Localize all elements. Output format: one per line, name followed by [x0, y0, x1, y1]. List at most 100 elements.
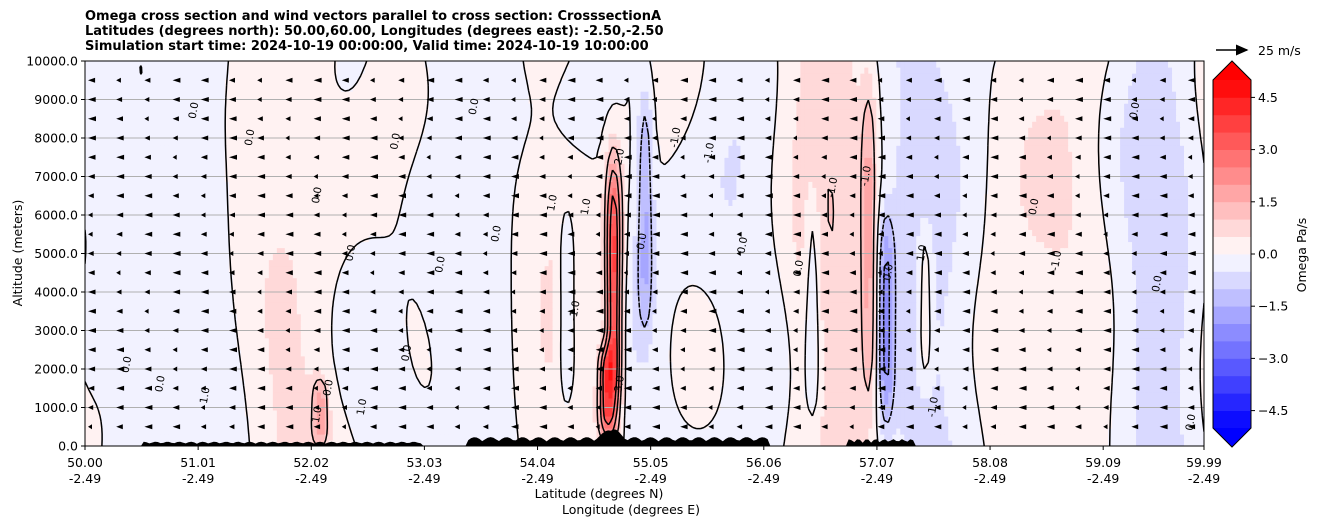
omega-cell: [1144, 385, 1149, 393]
omega-cell: [184, 349, 190, 357]
omega-cell: [1128, 409, 1133, 417]
omega-cell: [1028, 385, 1033, 393]
omega-cell: [844, 367, 849, 375]
omega-cell: [100, 361, 106, 369]
omega-cell: [1072, 349, 1077, 357]
omega-cell: [1020, 355, 1025, 363]
omega-cell: [1168, 409, 1173, 417]
omega-cell: [788, 343, 793, 351]
omega-cell: [120, 361, 126, 369]
omega-cell: [304, 385, 310, 393]
omega-cell: [228, 421, 234, 429]
omega-cell: [848, 367, 853, 375]
omega-cell: [1084, 379, 1089, 387]
omega-cell: [284, 355, 290, 363]
omega-cell: [284, 379, 290, 387]
omega-cell: [352, 343, 358, 351]
omega-cell: [1172, 343, 1177, 351]
omega-cell: [664, 337, 670, 345]
omega-cell: [772, 427, 777, 435]
omega-cell: [208, 361, 214, 369]
omega-cell: [272, 379, 278, 387]
omega-cell: [776, 349, 781, 357]
omega-cell: [636, 379, 642, 387]
omega-cell: [292, 337, 298, 345]
omega-cell: [100, 343, 106, 351]
omega-cell: [708, 415, 714, 423]
omega-cell: [572, 367, 578, 375]
omega-cell: [1128, 343, 1133, 351]
omega-cell: [220, 337, 226, 345]
omega-cell: [252, 421, 258, 429]
omega-cell: [148, 391, 154, 399]
omega-cell: [1056, 379, 1061, 387]
omega-cell: [852, 367, 857, 375]
omega-cell: [1192, 343, 1197, 351]
omega-cell: [312, 427, 318, 435]
omega-cell: [160, 421, 166, 429]
omega-cell: [532, 391, 538, 399]
omega-cell: [120, 343, 126, 351]
omega-cell: [1024, 355, 1029, 363]
omega-cell: [864, 409, 869, 417]
omega-cell: [256, 337, 262, 345]
omega-cell: [724, 361, 730, 369]
omega-cell: [708, 373, 714, 381]
omega-cell: [988, 415, 993, 423]
omega-cell: [992, 349, 997, 357]
omega-cell: [292, 385, 298, 393]
omega-cell: [448, 433, 454, 441]
omega-cell: [196, 397, 202, 405]
omega-cell: [352, 415, 358, 423]
omega-cell: [140, 415, 146, 423]
omega-cell: [816, 415, 821, 423]
omega-cell: [524, 337, 530, 345]
omega-cell: [1140, 379, 1145, 387]
omega-cell: [560, 367, 566, 375]
omega-cell: [636, 427, 642, 435]
omega-cell: [788, 439, 793, 446]
omega-cell: [456, 355, 462, 363]
omega-cell: [512, 415, 518, 423]
omega-cell: [1032, 379, 1037, 387]
omega-cell: [200, 409, 206, 417]
omega-cell: [768, 427, 773, 435]
omega-cell: [456, 409, 462, 417]
omega-cell: [636, 385, 642, 393]
omega-cell: [488, 409, 494, 417]
omega-cell: [304, 415, 310, 423]
omega-cell: [868, 415, 873, 423]
omega-cell: [588, 361, 594, 369]
omega-cell: [996, 343, 1001, 351]
omega-cell: [1116, 379, 1121, 387]
omega-cell: [1052, 379, 1057, 387]
omega-cell: [1108, 373, 1113, 381]
omega-cell: [516, 361, 522, 369]
omega-cell: [440, 355, 446, 363]
omega-cell: [1080, 391, 1085, 399]
omega-cell: [1040, 355, 1045, 363]
omega-cell: [732, 409, 738, 417]
omega-cell: [688, 355, 694, 363]
omega-cell: [1036, 379, 1041, 387]
omega-cell: [1096, 397, 1101, 405]
omega-cell: [1120, 397, 1125, 405]
omega-cell: [568, 349, 574, 357]
omega-cell: [688, 343, 694, 351]
omega-cell: [292, 415, 298, 423]
omega-cell: [476, 349, 482, 357]
omega-cell: [340, 415, 346, 423]
omega-cell: [772, 337, 777, 345]
omega-cell: [848, 409, 853, 417]
omega-cell: [776, 391, 781, 399]
omega-cell: [800, 373, 805, 381]
omega-cell: [352, 337, 358, 345]
omega-cell: [764, 373, 769, 381]
omega-cell: [704, 385, 710, 393]
omega-cell: [812, 427, 817, 435]
omega-cell: [780, 361, 785, 369]
omega-cell: [964, 397, 969, 405]
omega-cell: [1036, 355, 1041, 363]
omega-cell: [1036, 349, 1041, 357]
omega-cell: [1164, 349, 1169, 357]
